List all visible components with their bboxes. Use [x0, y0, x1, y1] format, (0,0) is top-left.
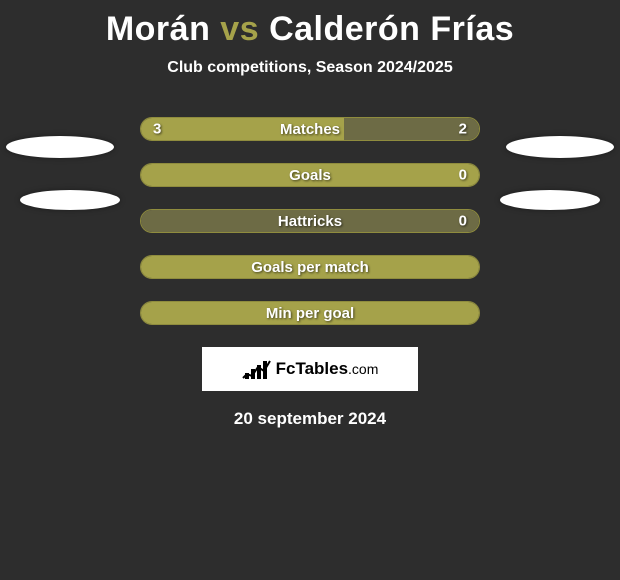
stat-row: 3 2 Matches	[140, 117, 480, 141]
title-player1: Morán	[106, 10, 211, 48]
stat-label: Min per goal	[266, 305, 354, 322]
right-ellipse	[506, 136, 614, 158]
stat-row: Min per goal	[140, 301, 480, 325]
stat-label: Goals per match	[251, 259, 369, 276]
stat-label: Goals	[289, 167, 331, 184]
left-ellipse	[6, 136, 114, 158]
stat-row: 0 Goals	[140, 163, 480, 187]
stat-value-right: 2	[459, 121, 467, 138]
stat-row: 0 Hattricks	[140, 209, 480, 233]
stat-label: Hattricks	[278, 213, 342, 230]
stat-value-right: 0	[459, 213, 467, 230]
date-line: 20 september 2024	[0, 409, 620, 429]
comparison-infographic: Morán vs Calderón Frías Club competition…	[0, 10, 620, 580]
stat-value-right: 0	[459, 167, 467, 184]
page-title: Morán vs Calderón Frías	[0, 10, 620, 49]
brand-text: FcTables.com	[276, 359, 379, 379]
bar-chart-icon	[242, 357, 272, 381]
right-ellipse	[500, 190, 600, 210]
left-ellipse	[20, 190, 120, 210]
title-vs: vs	[220, 10, 259, 48]
stat-label: Matches	[280, 121, 340, 138]
stat-value-left: 3	[153, 121, 161, 138]
brand-name: FcTables	[276, 359, 348, 378]
subtitle: Club competitions, Season 2024/2025	[0, 59, 620, 77]
stat-row: Goals per match	[140, 255, 480, 279]
title-player2: Calderón Frías	[269, 10, 514, 48]
brand-tld: .com	[348, 361, 378, 377]
brand-box: FcTables.com	[202, 347, 418, 391]
